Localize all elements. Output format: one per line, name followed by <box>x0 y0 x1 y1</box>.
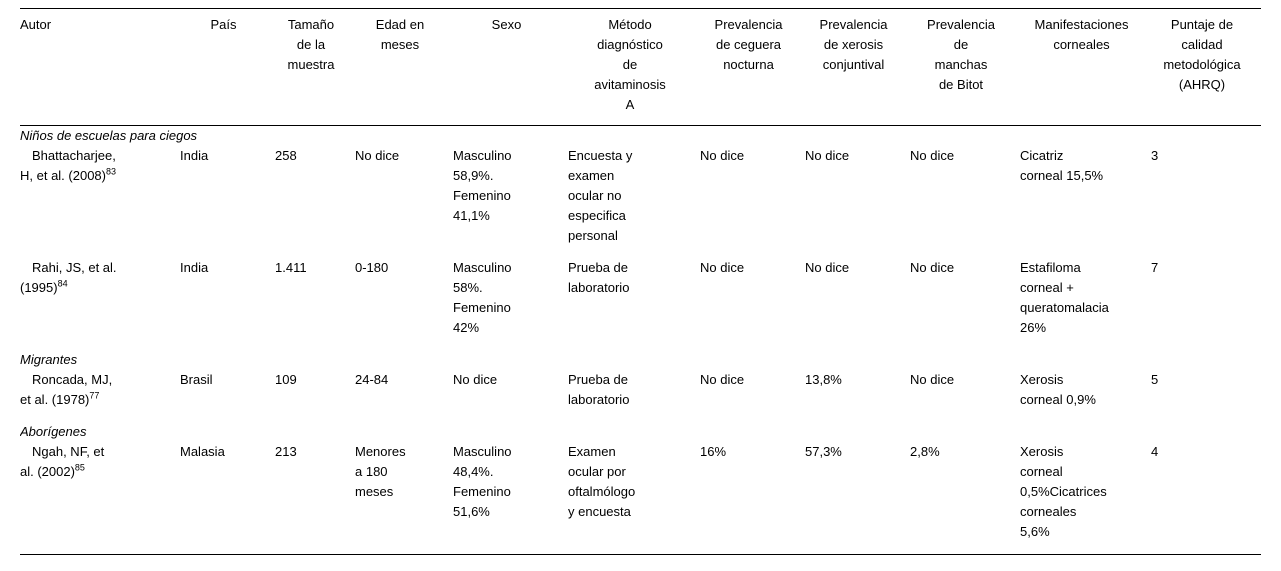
column-header-prevalencia-xerosis: Prevalencia de xerosis conjuntival <box>819 17 888 72</box>
reference-superscript: 83 <box>106 166 117 177</box>
country-cell: India <box>180 148 209 163</box>
author-cell: Bhattacharjee, H, et al. (2008)83 <box>20 146 180 258</box>
table-row: Bhattacharjee, H, et al. (2008)83 India … <box>20 146 1261 258</box>
night-blindness-cell: 16% <box>700 444 727 459</box>
table-row: Ngah, NF, et al. (2002)85 Malasia 213 Me… <box>20 442 1261 555</box>
author-cell: Rahi, JS, et al. (1995)84 <box>20 258 180 350</box>
column-header-puntaje: Puntaje de calidad metodológica (AHRQ) <box>1163 17 1241 92</box>
xerosis-cell: No dice <box>805 260 850 275</box>
reference-superscript: 77 <box>89 390 100 401</box>
sample-size-cell: 109 <box>275 372 297 387</box>
quality-score-cell: 5 <box>1151 372 1159 387</box>
column-header-autor: Autor <box>20 17 52 32</box>
column-header-edad: Edad en meses <box>375 17 425 52</box>
country-cell: Brasil <box>180 372 213 387</box>
table-row: Roncada, MJ, et al. (1978)77 Brasil 109 … <box>20 370 1261 422</box>
bitot-cell: 2,8% <box>910 444 940 459</box>
author-text: Rahi, JS, et al. (1995) <box>20 260 117 295</box>
author-cell: Ngah, NF, et al. (2002)85 <box>20 442 180 555</box>
column-header-tamano-muestra: Tamaño de la muestra <box>287 17 335 72</box>
section-title-row: Aborígenes <box>20 422 1261 442</box>
reference-superscript: 85 <box>74 462 85 473</box>
sex-cell: Masculino 58,9%. Femenino 41,1% <box>453 148 512 223</box>
method-cell: Encuesta y examen ocular no especifica p… <box>568 148 633 243</box>
author-cell: Roncada, MJ, et al. (1978)77 <box>20 370 180 422</box>
column-header-manifestaciones: Manifestaciones corneales <box>1034 17 1129 52</box>
corneal-cell: Xerosis corneal 0,5%Cicatrices corneales… <box>1020 444 1107 539</box>
sample-size-cell: 258 <box>275 148 297 163</box>
author-text: Roncada, MJ, et al. (1978) <box>20 372 113 407</box>
age-cell: No dice <box>355 148 400 163</box>
xerosis-cell: No dice <box>805 148 850 163</box>
quality-score-cell: 7 <box>1151 260 1159 275</box>
sex-cell: Masculino 48,4%. Femenino 51,6% <box>453 444 512 519</box>
bitot-cell: No dice <box>910 148 955 163</box>
country-cell: India <box>180 260 209 275</box>
column-header-sexo: Sexo <box>491 17 522 32</box>
night-blindness-cell: No dice <box>700 148 745 163</box>
author-text: Bhattacharjee, H, et al. (2008) <box>20 148 116 183</box>
reference-superscript: 84 <box>57 278 68 289</box>
age-cell: Menores a 180 meses <box>355 444 406 499</box>
author-text: Ngah, NF, et al. (2002) <box>20 444 105 479</box>
section-title: Migrantes <box>20 352 78 367</box>
age-cell: 24-84 <box>355 372 389 387</box>
column-header-pais: País <box>210 17 237 32</box>
corneal-cell: Xerosis corneal 0,9% <box>1020 372 1096 407</box>
column-header-metodo-diagnostico: Método diagnóstico de avitaminosis A <box>594 17 666 112</box>
studies-table: Autor País Tamaño de la muestra Edad en … <box>20 8 1261 555</box>
column-header-prevalencia-ceguera: Prevalencia de ceguera nocturna <box>714 17 783 72</box>
night-blindness-cell: No dice <box>700 372 745 387</box>
table-row: Rahi, JS, et al. (1995)84 India 1.411 0-… <box>20 258 1261 350</box>
method-cell: Examen ocular por oftalmólogo y encuesta <box>568 444 636 519</box>
xerosis-cell: 13,8% <box>805 372 842 387</box>
quality-score-cell: 3 <box>1151 148 1159 163</box>
sample-size-cell: 213 <box>275 444 297 459</box>
section-title-row: Niños de escuelas para ciegos <box>20 126 1261 147</box>
xerosis-cell: 57,3% <box>805 444 842 459</box>
sex-cell: No dice <box>453 372 498 387</box>
corneal-cell: Estafiloma corneal + queratomalacia 26% <box>1020 260 1109 335</box>
section-title: Niños de escuelas para ciegos <box>20 128 198 143</box>
method-cell: Prueba de laboratorio <box>568 372 630 407</box>
sex-cell: Masculino 58%. Femenino 42% <box>453 260 512 335</box>
header-row: Autor País Tamaño de la muestra Edad en … <box>20 8 1261 126</box>
country-cell: Malasia <box>180 444 225 459</box>
section-title: Aborígenes <box>20 424 87 439</box>
sample-size-cell: 1.411 <box>275 260 307 275</box>
bitot-cell: No dice <box>910 260 955 275</box>
section-title-row: Migrantes <box>20 350 1261 370</box>
corneal-cell: Cicatriz corneal 15,5% <box>1020 148 1104 183</box>
column-header-prevalencia-bitot: Prevalencia de manchas de Bitot <box>927 17 995 92</box>
night-blindness-cell: No dice <box>700 260 745 275</box>
quality-score-cell: 4 <box>1151 444 1159 459</box>
age-cell: 0-180 <box>355 260 389 275</box>
method-cell: Prueba de laboratorio <box>568 260 630 295</box>
bitot-cell: No dice <box>910 372 955 387</box>
